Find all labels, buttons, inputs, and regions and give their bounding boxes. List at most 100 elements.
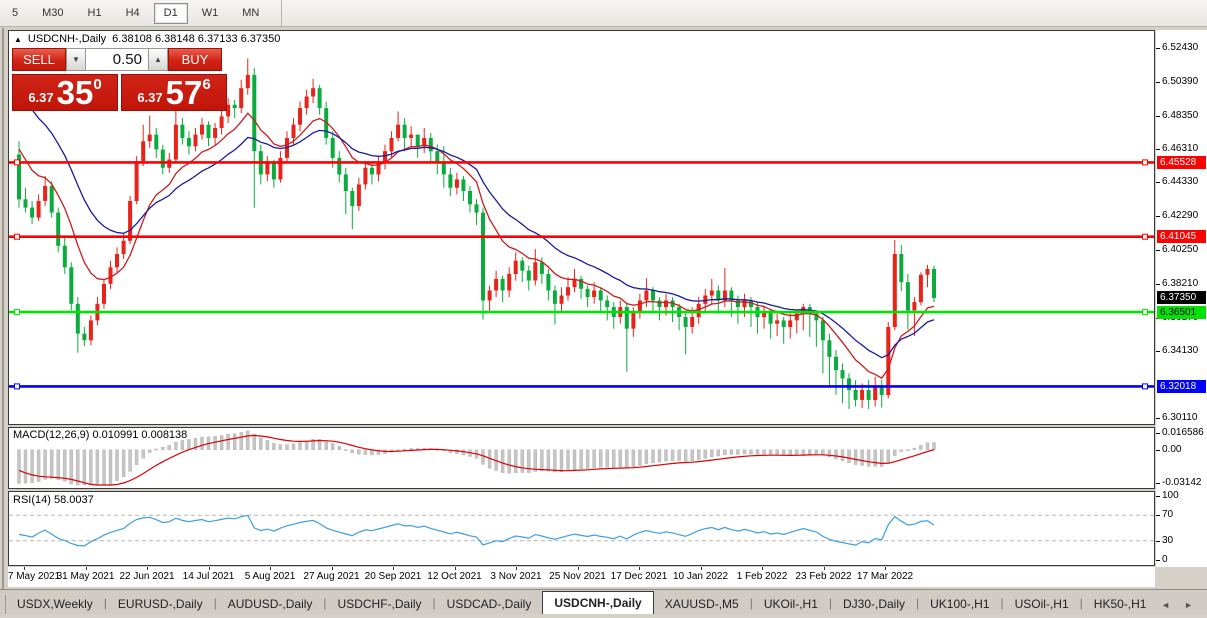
volume-input[interactable]: [86, 48, 148, 71]
tab-separator: |: [916, 595, 920, 610]
hline-badge-6.41045: 6.41045: [1157, 230, 1206, 244]
sell-price-big: 35: [56, 74, 94, 111]
timeframe-button-5[interactable]: 5: [12, 7, 19, 19]
tab-stub[interactable]: [0, 595, 6, 614]
chart-title: ▲ USDCNH-,Daily 6.38108 6.38148 6.37133 …: [14, 33, 280, 45]
hline-badge-6.36501: 6.36501: [1157, 305, 1206, 319]
rsi-tick-100: 100: [1156, 490, 1179, 501]
rsi-label: RSI(14) 58.0037: [13, 494, 94, 506]
price-tick-6.3821: 6.38210: [1155, 277, 1199, 289]
tab-separator: |: [432, 595, 436, 610]
tab-separator: |: [1000, 595, 1004, 610]
date-tick: [331, 567, 333, 570]
date-tick: [762, 567, 763, 570]
tab-separator: |: [749, 595, 753, 610]
tab-usdx-weekly[interactable]: USDX,Weekly: [17, 597, 93, 611]
timeframe-button-w1[interactable]: W1: [201, 7, 219, 19]
tab-scroll-controls: ◄ ►: [1161, 600, 1207, 614]
tab-separator: |: [323, 595, 327, 610]
date-tick: [270, 567, 271, 570]
price-axis[interactable]: 6.52430 6.50390 6.48350 6.46310 6.44330 6.422…: [1155, 30, 1207, 567]
date-tick: [147, 567, 148, 570]
date-label: 7 May 2021: [7, 571, 61, 582]
rsi-panel[interactable]: [8, 491, 1155, 566]
date-label: 22 Jun 2021: [119, 571, 175, 582]
timeframe-button-m30[interactable]: M30: [42, 7, 64, 19]
macd-tick-zero: 0.00: [1155, 443, 1182, 455]
date-tick: [823, 567, 825, 570]
date-label: 10 Jan 2022: [672, 571, 729, 582]
tab-separator: |: [213, 595, 217, 610]
buy-price-big: 57: [165, 74, 203, 111]
sell-price-pip: 0: [93, 76, 102, 93]
tab-ukoil-h1[interactable]: UKOil-,H1: [763, 597, 818, 611]
buy-price-prefix: 6.37: [137, 90, 163, 105]
timeframe-button-d1[interactable]: D1: [153, 2, 188, 24]
current-price-badge: 6.37350: [1157, 291, 1206, 305]
date-label: 17 Dec 2021: [610, 571, 668, 582]
date-tick: [393, 567, 394, 570]
tab-scroll-right-icon[interactable]: ►: [1184, 600, 1193, 610]
buy-price-box[interactable]: 6.37 57 6: [121, 74, 227, 111]
date-tick: [516, 567, 517, 570]
date-label: 14 Jul 2021: [182, 571, 235, 582]
macd-tick-max: 0.016586: [1156, 427, 1204, 438]
volume-decrease-icon[interactable]: ▼: [66, 48, 86, 71]
hline-badge-6.45528: 6.45528: [1157, 155, 1206, 169]
date-tick: [208, 567, 210, 570]
tab-usdchf-daily[interactable]: USDCHF-,Daily: [337, 597, 422, 611]
price-tick-6.4433: 6.44330: [1155, 176, 1199, 188]
tab-hk50-h1[interactable]: HK50-,H1: [1093, 597, 1147, 611]
macd-tick-min: -0.03142: [1155, 477, 1202, 488]
hline-badge-6.32018: 6.32018: [1157, 379, 1206, 393]
date-tick: [85, 567, 87, 570]
rsi-tick-0: 0: [1156, 554, 1168, 565]
window-edge: [2, 28, 4, 614]
macd-panel[interactable]: [8, 427, 1155, 489]
time-axis[interactable]: 7 May 2021 31 May 2021 22 Jun 2021 14 Jul 2…: [8, 567, 1155, 587]
tab-dj30-daily[interactable]: DJ30-,Daily: [843, 597, 906, 611]
rsi-tick-30: 30: [1155, 534, 1174, 546]
tab-uk100-h1[interactable]: UK100-,H1: [930, 597, 990, 611]
price-tick-6.3413: 6.34130: [1155, 345, 1199, 357]
one-click-trade-panel: SELL ▼ ▲ BUY 6.37 35 0 6.37 57 6: [12, 48, 228, 111]
buy-price-pip: 6: [202, 76, 211, 93]
timeframe-button-h1[interactable]: H1: [87, 7, 102, 19]
date-label: 17 Mar 2022: [856, 571, 914, 582]
timeframe-button-mn[interactable]: MN: [242, 7, 260, 19]
chart-ohlc-values: 6.38108 6.38148 6.37133 6.37350: [112, 33, 281, 45]
date-label: 12 Oct 2021: [427, 571, 482, 582]
macd-label: MACD(12,26,9) 0.010991 0.008138: [13, 429, 188, 441]
tab-scroll-left-icon[interactable]: ◄: [1161, 600, 1171, 610]
date-tick: [885, 567, 886, 570]
tab-eurusd-daily[interactable]: EURUSD-,Daily: [117, 597, 203, 611]
timeframe-button-h4[interactable]: H4: [125, 7, 140, 19]
date-label: 20 Sep 2021: [364, 571, 422, 582]
volume-increase-icon[interactable]: ▲: [148, 48, 168, 71]
price-tick-6.3011: 6.30110: [1155, 412, 1198, 424]
date-tick: [577, 567, 579, 570]
rsi-chart: [9, 514, 1154, 547]
tab-audusd-daily[interactable]: AUDUSD-,Daily: [227, 597, 313, 611]
tab-xauusd-m5[interactable]: XAUUSD-,M5: [664, 597, 739, 611]
collapse-arrow-icon[interactable]: ▲: [14, 34, 22, 44]
tab-separator: |: [1079, 595, 1083, 610]
date-label: 23 Feb 2022: [795, 571, 852, 582]
sell-button[interactable]: SELL: [12, 48, 66, 71]
price-tick-6.4631: 6.46310: [1155, 143, 1199, 155]
tab-usdcnh-daily[interactable]: USDCNH-,Daily: [542, 591, 654, 614]
tab-usoil-h1[interactable]: USOil-,H1: [1014, 597, 1069, 611]
price-tick-6.4835: 6.48350: [1155, 109, 1199, 121]
date-label: 25 Nov 2021: [549, 571, 606, 582]
sell-price-prefix: 6.37: [28, 90, 54, 105]
sell-price-box[interactable]: 6.37 35 0: [12, 74, 118, 111]
date-label: 5 Aug 2021: [244, 571, 296, 582]
date-label: 1 Feb 2022: [736, 571, 788, 582]
date-label: 31 May 2021: [56, 571, 115, 582]
date-label: 3 Nov 2021: [490, 571, 542, 582]
toolbar-separator: [281, 0, 283, 27]
timeframe-toolbar: 5 M30 H1 H4 D1 W1 MN: [0, 0, 1207, 27]
price-tick-6.4229: 6.42290: [1155, 210, 1199, 222]
tab-usdcad-daily[interactable]: USDCAD-,Daily: [446, 597, 532, 611]
buy-button[interactable]: BUY: [168, 48, 222, 71]
